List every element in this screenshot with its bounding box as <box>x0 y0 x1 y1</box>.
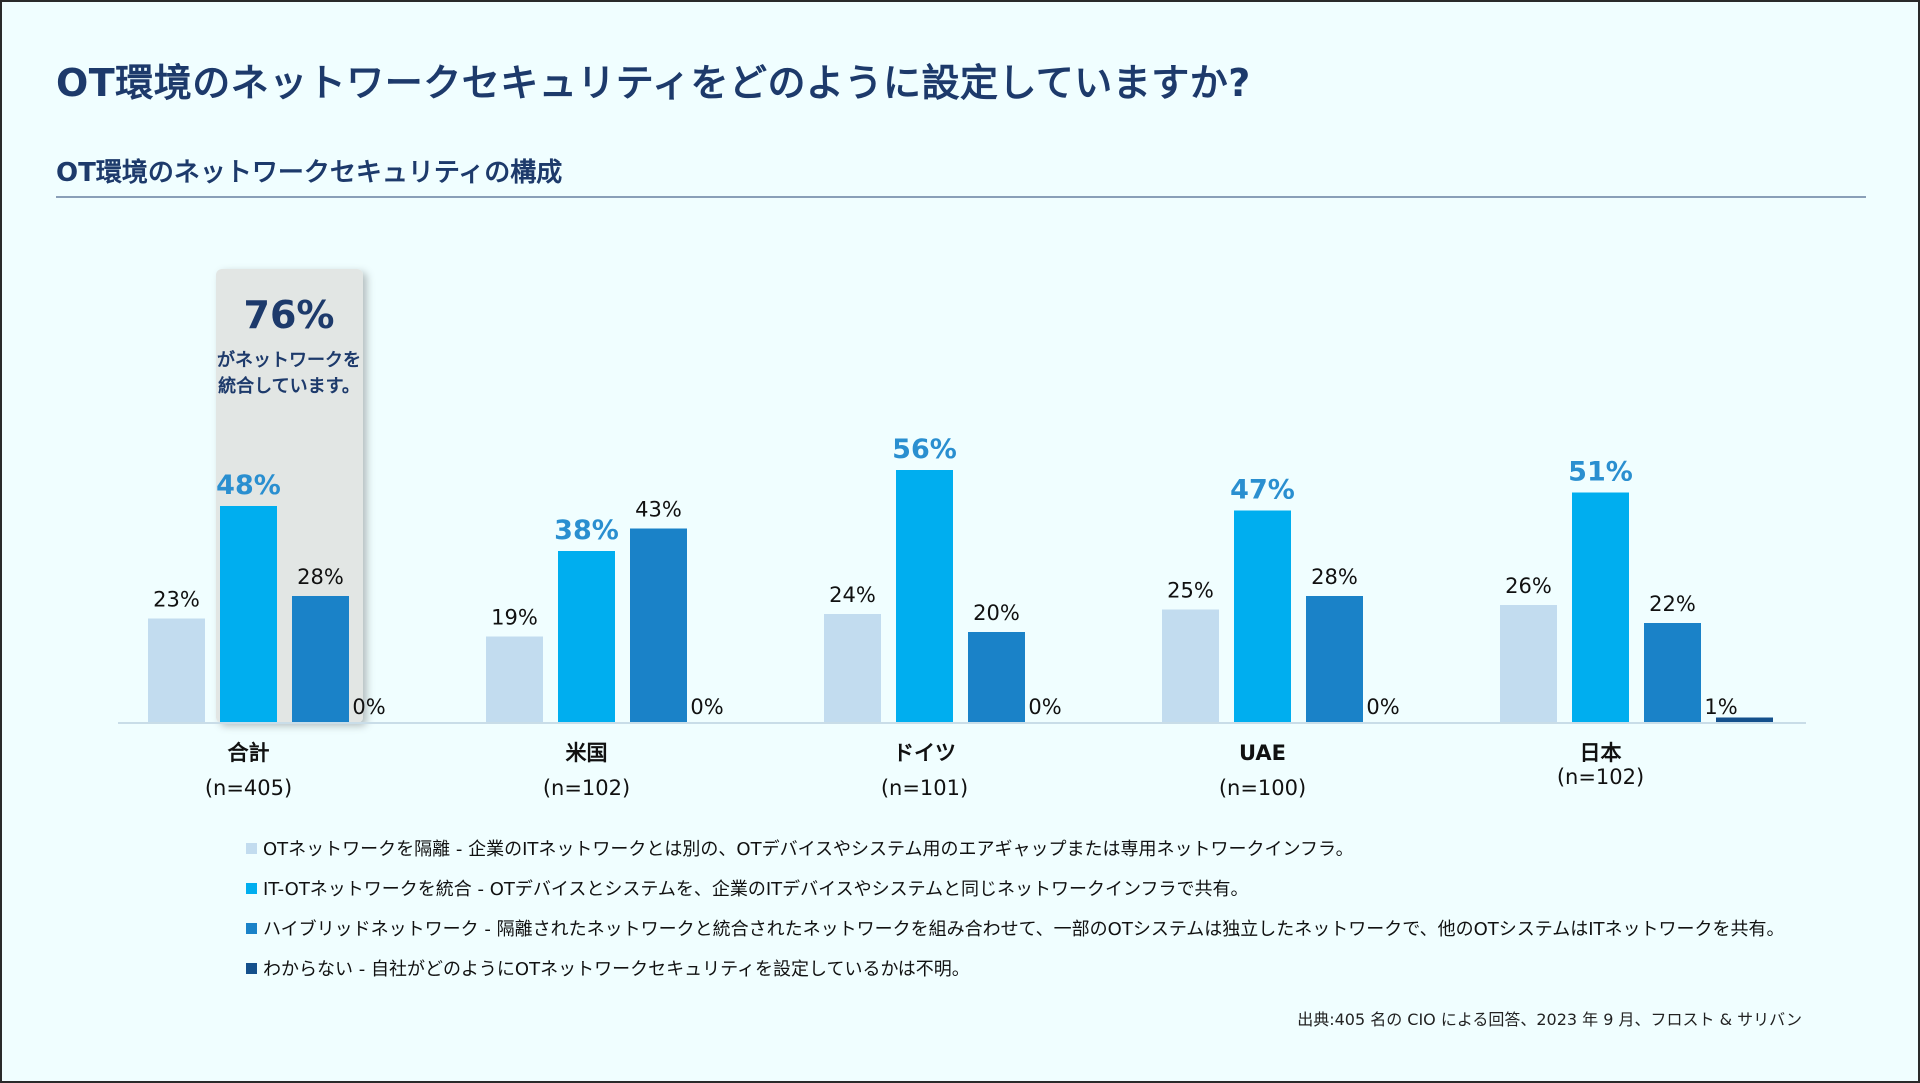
category-n-0: (n=405) <box>205 776 292 800</box>
legend-item-0: OTネットワークを隔離 - 企業のITネットワークとは別の、OTデバイスやシステ… <box>246 828 1785 868</box>
bar-4-2 <box>1644 623 1701 722</box>
legend-item-3: わからない - 自社がどのようにOTネットワークセキュリティを設定しているかは不… <box>246 948 1785 988</box>
category-label-3: UAE <box>1239 741 1286 765</box>
bar-2-1 <box>896 470 953 722</box>
data-label-0-3: 0% <box>352 695 385 719</box>
highlight-value: 76% <box>244 293 335 337</box>
legend-swatch <box>246 962 257 974</box>
bar-1-0 <box>486 636 543 722</box>
bar-3-2 <box>1306 596 1363 722</box>
bar-0-0 <box>148 618 205 722</box>
legend: OTネットワークを隔離 - 企業のITネットワークとは別の、OTデバイスやシステ… <box>246 828 1785 988</box>
legend-text: OTネットワークを隔離 - 企業のITネットワークとは別の、OTデバイスやシステ… <box>263 839 1354 860</box>
bar-4-3 <box>1716 717 1773 722</box>
legend-swatch <box>246 922 257 934</box>
legend-text: ハイブリッドネットワーク - 隔離されたネットワークと統合されたネットワークを組… <box>263 919 1785 940</box>
data-label-2-1: 56% <box>892 434 957 465</box>
bar-0-1 <box>220 506 277 722</box>
bar-4-0 <box>1500 605 1557 722</box>
category-n-4: (n=102) <box>1557 765 1644 789</box>
bar-4-1 <box>1572 492 1629 722</box>
source-note: 出典:405 名の CIO による回答、2023 年 9 月、フロスト & サリ… <box>1297 1010 1802 1029</box>
bar-2-0 <box>824 614 881 722</box>
data-label-3-0: 25% <box>1167 579 1214 603</box>
bar-1-2 <box>630 528 687 722</box>
legend-swatch <box>246 882 257 894</box>
category-label-4: 日本 <box>1580 741 1622 765</box>
chart-subtitle: OT環境のネットワークセキュリティの構成 <box>56 158 563 188</box>
legend-swatch <box>246 842 257 854</box>
data-label-4-2: 22% <box>1649 592 1696 616</box>
legend-text: IT-OTネットワークを統合 - OTデバイスとシステムを、企業のITデバイスや… <box>263 879 1249 900</box>
bar-3-1 <box>1234 510 1291 722</box>
bar-3-0 <box>1162 609 1219 722</box>
data-label-3-1: 47% <box>1230 475 1295 506</box>
data-label-0-0: 23% <box>153 588 200 612</box>
data-label-1-1: 38% <box>554 515 619 546</box>
bar-0-2 <box>292 596 349 722</box>
data-label-4-3: 1% <box>1704 695 1737 719</box>
page-title: OT環境のネットワークセキュリティをどのように設定していますか? <box>56 61 1251 105</box>
category-n-1: (n=102) <box>543 776 630 800</box>
data-label-0-1: 48% <box>216 470 281 501</box>
data-label-1-2: 43% <box>635 498 682 522</box>
data-label-3-3: 0% <box>1366 695 1399 719</box>
data-label-1-0: 19% <box>491 606 538 630</box>
bar-1-1 <box>558 551 615 722</box>
data-label-4-0: 26% <box>1505 574 1552 598</box>
title-divider <box>56 196 1866 198</box>
highlight-text-line2: 統合しています。 <box>218 375 360 397</box>
category-n-3: (n=100) <box>1219 776 1306 800</box>
data-label-2-3: 0% <box>1028 695 1061 719</box>
category-n-2: (n=101) <box>881 776 968 800</box>
data-label-2-2: 20% <box>973 601 1020 625</box>
legend-item-2: ハイブリッドネットワーク - 隔離されたネットワークと統合されたネットワークを組… <box>246 908 1785 948</box>
category-label-0: 合計 <box>228 741 270 765</box>
legend-item-1: IT-OTネットワークを統合 - OTデバイスとシステムを、企業のITデバイスや… <box>246 868 1785 908</box>
bar-2-2 <box>968 632 1025 722</box>
data-label-3-2: 28% <box>1311 565 1358 589</box>
data-label-4-1: 51% <box>1568 457 1633 488</box>
highlight-text-line1: がネットワークを <box>217 349 361 371</box>
data-label-2-0: 24% <box>829 583 876 607</box>
legend-text: わからない - 自社がどのようにOTネットワークセキュリティを設定しているかは不… <box>263 959 970 980</box>
category-label-1: 米国 <box>566 741 608 765</box>
data-label-0-2: 28% <box>297 565 344 589</box>
category-label-2: ドイツ <box>893 741 956 765</box>
data-label-1-3: 0% <box>690 695 723 719</box>
